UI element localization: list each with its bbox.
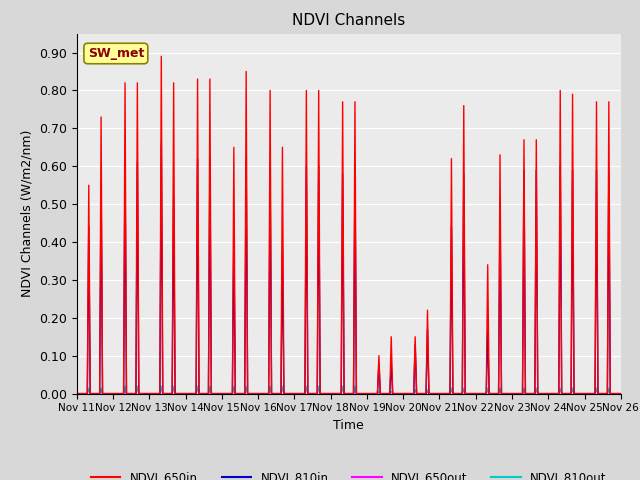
- Text: SW_met: SW_met: [88, 47, 144, 60]
- Y-axis label: NDVI Channels (W/m2/nm): NDVI Channels (W/m2/nm): [20, 130, 33, 297]
- X-axis label: Time: Time: [333, 419, 364, 432]
- Legend: NDVI_650in, NDVI_810in, NDVI_650out, NDVI_810out: NDVI_650in, NDVI_810in, NDVI_650out, NDV…: [86, 466, 611, 480]
- Title: NDVI Channels: NDVI Channels: [292, 13, 405, 28]
